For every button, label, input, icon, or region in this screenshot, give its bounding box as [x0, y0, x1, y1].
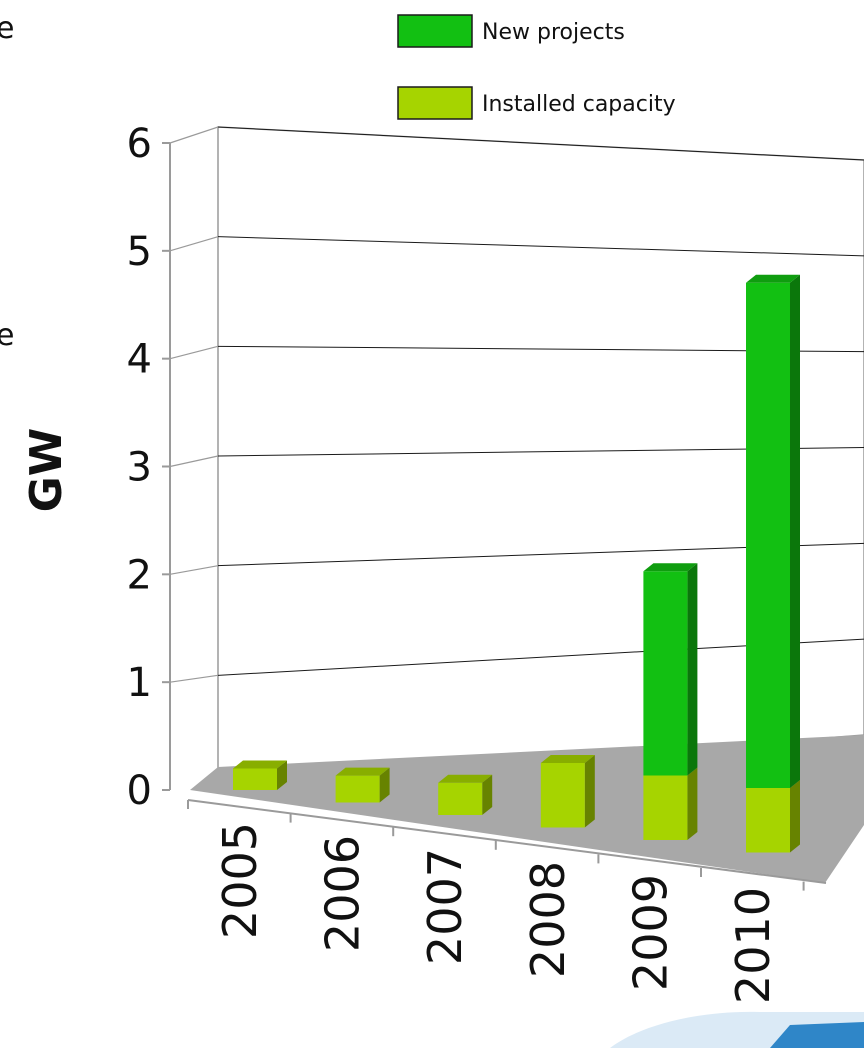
bar-side — [482, 774, 493, 815]
bar-side — [584, 755, 595, 828]
bar-side — [687, 767, 698, 840]
bar-segment — [438, 774, 493, 815]
legend-label: Installed capacity — [482, 92, 676, 117]
x-tick-label: 2005 — [213, 822, 267, 939]
x-tick-label: 2007 — [418, 848, 472, 965]
bar-side — [379, 767, 390, 803]
bar-side — [790, 780, 800, 853]
bar-front — [746, 788, 790, 853]
bar-top — [438, 774, 493, 783]
legend: New projects Installed capacity — [397, 14, 676, 120]
x-tick-label: 2006 — [316, 835, 370, 952]
legend-item: Installed capacity — [397, 86, 676, 120]
bar-top — [233, 760, 287, 769]
y-ticks: 0 1 2 3 4 5 6 — [127, 121, 170, 814]
corner-logo-band — [770, 1022, 864, 1048]
y-tick-label: 0 — [127, 768, 152, 814]
bar-front — [233, 768, 277, 790]
bar-segment — [643, 767, 698, 840]
bar-side — [277, 760, 287, 790]
gridline-side — [169, 674, 219, 683]
left-edge-char-1: e — [0, 11, 14, 46]
category-labels: 2005 2006 2007 2008 2009 2010 — [213, 822, 780, 1004]
corner-logo-decoration — [610, 1011, 864, 1048]
bar-front — [643, 775, 688, 840]
x-axis-line — [187, 799, 827, 884]
bar-segment — [233, 760, 287, 790]
bar-segment — [540, 755, 595, 828]
bar-segment — [335, 767, 390, 803]
y-tick-label: 2 — [127, 552, 152, 598]
y-tick-label: 4 — [127, 337, 152, 383]
bar-side — [687, 563, 698, 776]
y-tick-label: 1 — [127, 660, 152, 706]
bar-top — [335, 767, 390, 776]
x-ticks — [187, 800, 805, 891]
bar-segment — [643, 563, 698, 776]
x-tick-label: 2010 — [726, 887, 780, 1004]
gridline-side — [169, 236, 219, 252]
y-tick-label: 5 — [127, 229, 152, 275]
bar-segment — [746, 274, 800, 788]
left-edge-char-2: e — [0, 318, 14, 353]
gridline-side — [169, 565, 219, 575]
bar-top — [540, 755, 595, 763]
gridline — [217, 236, 864, 257]
bars — [233, 274, 800, 853]
x-tick-label: 2008 — [521, 861, 575, 978]
gridline-side — [169, 126, 219, 144]
gridline-side — [169, 345, 219, 360]
bar-front — [746, 282, 790, 788]
bar-front — [438, 782, 483, 815]
gridline-side — [169, 455, 219, 468]
x-tick-label: 2009 — [623, 874, 677, 991]
bar-segment — [746, 780, 800, 853]
y-tick-label: 3 — [127, 445, 152, 491]
legend-swatch — [397, 86, 473, 120]
bar-top — [643, 563, 698, 572]
legend-label: New projects — [482, 20, 625, 45]
bar-front — [335, 775, 380, 803]
bar-top — [746, 274, 800, 283]
gridline — [217, 126, 864, 161]
bar-front — [540, 763, 585, 828]
legend-item: New projects — [397, 14, 625, 48]
legend-swatch — [397, 14, 473, 48]
bar-side — [790, 274, 800, 788]
y-axis-label: GW — [21, 428, 72, 513]
y-tick-label: 6 — [127, 121, 152, 167]
bar-front — [643, 571, 688, 776]
